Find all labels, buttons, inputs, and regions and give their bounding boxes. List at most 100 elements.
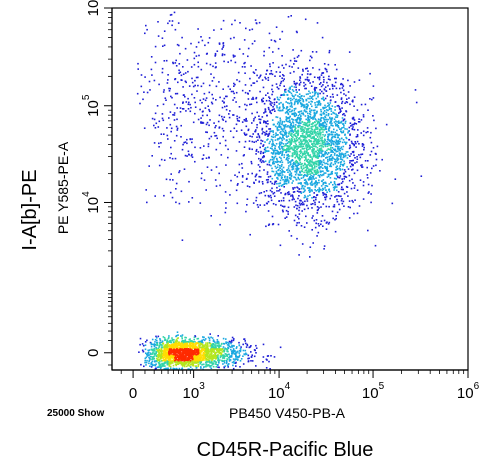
event-dot (322, 146, 325, 148)
event-dot (153, 358, 156, 360)
event-dot (178, 355, 181, 357)
event-dot (322, 92, 325, 95)
event-dot (385, 123, 388, 126)
event-dot (297, 156, 299, 159)
event-dot (296, 154, 298, 156)
event-dot (341, 168, 344, 171)
event-dot (303, 167, 305, 169)
event-dot (210, 367, 213, 370)
event-dot (275, 167, 278, 169)
event-dot (316, 235, 318, 237)
event-dot (176, 331, 179, 333)
event-dot (228, 340, 231, 343)
event-dot (217, 364, 219, 366)
event-dot (288, 193, 291, 195)
event-dot (279, 75, 281, 77)
event-dot (222, 88, 224, 90)
event-dot (284, 132, 286, 135)
event-dot (241, 89, 244, 92)
event-dot (310, 123, 313, 125)
event-dot (268, 360, 270, 363)
event-dot (342, 89, 345, 92)
event-dot (335, 166, 337, 169)
event-dot (342, 78, 344, 80)
event-dot (305, 99, 308, 101)
event-dot (227, 61, 229, 63)
event-dot (205, 97, 208, 99)
event-dot (282, 74, 284, 76)
event-dot (358, 121, 361, 123)
event-dot (307, 119, 309, 121)
event-dot (254, 130, 257, 133)
event-dot (285, 143, 287, 145)
event-dot (300, 149, 302, 151)
event-dot (306, 204, 308, 207)
event-dot (343, 118, 346, 120)
event-dot (297, 168, 299, 171)
event-dot (226, 105, 228, 107)
event-dot (233, 345, 235, 347)
event-dot (333, 118, 336, 120)
event-dot (313, 152, 316, 155)
event-dot (342, 131, 345, 134)
event-dot (166, 82, 169, 84)
event-dot (255, 129, 257, 131)
event-dot (319, 142, 321, 145)
event-dot (215, 66, 217, 68)
event-dot (348, 217, 351, 219)
event-dot (339, 153, 342, 155)
event-dot (332, 184, 334, 186)
event-dot (160, 357, 162, 360)
event-dot (313, 196, 315, 198)
event-dot (184, 343, 186, 345)
event-dot (227, 366, 229, 368)
event-dot (286, 126, 288, 128)
event-dot (329, 155, 332, 158)
event-dot (213, 356, 215, 358)
event-dot (265, 73, 267, 75)
event-dot (299, 140, 302, 142)
event-dot (223, 357, 226, 359)
event-dot (300, 135, 302, 137)
event-dot (362, 198, 365, 200)
event-dot (147, 349, 149, 352)
event-dot (292, 187, 294, 189)
event-dot (288, 230, 290, 232)
event-dot (318, 179, 320, 182)
event-dot (178, 171, 180, 174)
event-dot (300, 167, 303, 170)
event-dot (321, 143, 323, 145)
event-dot (290, 122, 292, 125)
event-dot (319, 133, 322, 135)
event-dot (180, 74, 183, 77)
event-dot (311, 165, 313, 167)
event-dot (166, 340, 168, 343)
event-dot (341, 83, 344, 86)
event-dot (201, 101, 203, 104)
event-dot (149, 357, 151, 360)
event-dot (321, 154, 324, 157)
event-dot (305, 145, 307, 147)
event-dot (317, 160, 319, 162)
event-dot (308, 140, 311, 143)
event-dot (210, 345, 213, 347)
event-dot (310, 127, 312, 130)
event-dot (143, 365, 145, 368)
event-dot (281, 172, 283, 174)
event-dot (211, 93, 213, 96)
event-dot (204, 353, 206, 356)
event-dot (355, 142, 357, 145)
event-dot (274, 136, 276, 138)
event-dot (313, 151, 315, 153)
event-dot (255, 196, 258, 199)
event-dot (194, 335, 196, 337)
event-dot (298, 89, 300, 91)
event-dot (243, 353, 245, 355)
event-dot (314, 188, 316, 191)
event-dot (327, 138, 330, 141)
event-dot (275, 71, 278, 73)
event-dot (202, 368, 204, 371)
event-dot (316, 101, 318, 103)
event-dot (202, 82, 205, 85)
event-dot (303, 121, 306, 124)
